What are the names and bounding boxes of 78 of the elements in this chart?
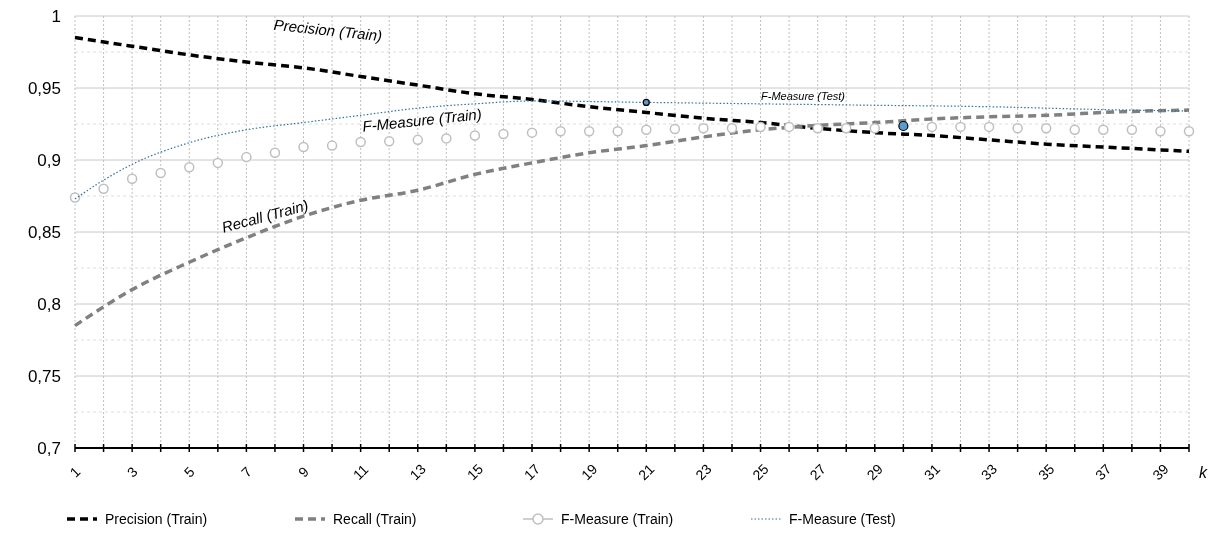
x-tick-label: 5 xyxy=(180,463,198,481)
point xyxy=(469,130,481,141)
point xyxy=(869,123,881,134)
x-tick-label: 35 xyxy=(1035,460,1058,484)
point xyxy=(669,123,681,135)
point xyxy=(441,133,452,144)
x-tick-label: 31 xyxy=(920,460,944,484)
point xyxy=(298,141,309,153)
point xyxy=(1040,123,1052,134)
point xyxy=(241,151,252,163)
point xyxy=(184,161,195,173)
legend-label: Recall (Train) xyxy=(333,511,417,527)
y-tick-label: 0,9 xyxy=(37,150,61,170)
point xyxy=(555,125,566,137)
point xyxy=(1069,124,1080,136)
x-tick-label: 11 xyxy=(349,461,372,483)
x-axis-title: k xyxy=(1199,463,1208,481)
point xyxy=(498,128,509,140)
y-tick-label: 0,7 xyxy=(37,438,61,458)
x-tick-label: 13 xyxy=(406,460,430,484)
x-tick-label: 39 xyxy=(1149,460,1172,484)
point xyxy=(840,123,852,134)
y-tick-label: 0,85 xyxy=(27,222,61,242)
point xyxy=(69,192,81,203)
point xyxy=(955,121,966,133)
point xyxy=(983,121,995,133)
x-tick-label: 37 xyxy=(1092,460,1115,484)
point xyxy=(1155,125,1166,137)
point xyxy=(526,127,538,138)
annotation: Precision (Train) xyxy=(272,15,384,45)
x-tick-label: 15 xyxy=(463,460,487,484)
point xyxy=(269,147,281,159)
point xyxy=(355,136,366,148)
point xyxy=(812,123,823,134)
point xyxy=(755,121,766,133)
point xyxy=(383,136,395,147)
legend-label: F-Measure (Test) xyxy=(789,511,896,527)
x-tick-label: 25 xyxy=(749,460,772,484)
line-series xyxy=(73,108,1191,328)
point xyxy=(641,124,652,136)
legend-label: Precision (Train) xyxy=(105,511,208,527)
x-tick-label: 17 xyxy=(520,460,544,484)
point xyxy=(726,123,738,134)
point xyxy=(1183,125,1195,137)
y-tick-label: 1 xyxy=(51,6,61,26)
point xyxy=(898,120,909,132)
y-tick-label: 0,75 xyxy=(27,366,61,386)
point xyxy=(583,125,595,137)
point xyxy=(612,125,623,137)
x-tick-label: 33 xyxy=(977,460,1001,484)
x-tick-label: 1 xyxy=(66,463,84,481)
point xyxy=(155,167,166,179)
legend-label: F-Measure (Train) xyxy=(561,511,674,527)
x-tick-label: 7 xyxy=(237,463,255,481)
point xyxy=(326,140,338,151)
y-tick-label: 0,95 xyxy=(27,78,61,98)
x-tick-label: 9 xyxy=(295,463,313,481)
point xyxy=(1126,124,1138,136)
x-tick-label: 23 xyxy=(692,460,715,484)
x-tick-label: 27 xyxy=(806,460,829,484)
point xyxy=(926,121,938,133)
x-tick-label: 29 xyxy=(863,460,887,484)
x-tick-label: 3 xyxy=(123,463,141,481)
point xyxy=(98,183,109,195)
point xyxy=(698,123,709,134)
annotation: F-Measure (Test) xyxy=(761,90,846,102)
point xyxy=(642,98,650,106)
point xyxy=(412,134,424,146)
point xyxy=(783,121,795,133)
point xyxy=(1098,124,1109,136)
point xyxy=(1012,123,1023,134)
y-tick-label: 0,8 xyxy=(37,294,61,314)
x-tick-label: 19 xyxy=(577,460,601,484)
x-tick-label: 21 xyxy=(635,460,658,484)
annotation: Recall (Train) xyxy=(219,196,311,236)
annotation: F-Measure (Train) xyxy=(361,105,483,135)
point xyxy=(126,173,138,184)
point xyxy=(212,157,224,169)
